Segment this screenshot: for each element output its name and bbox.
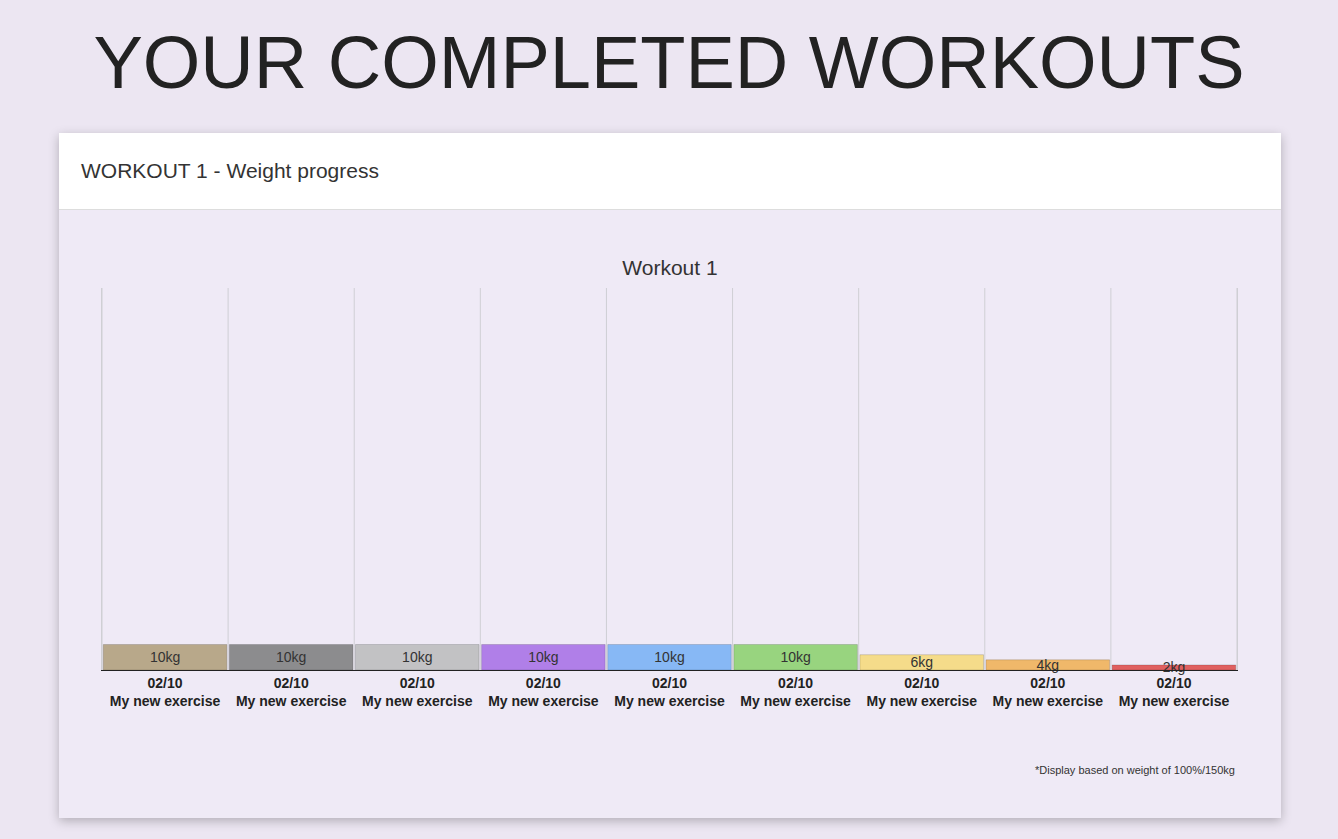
svg-text:02/10My new exercise: 02/10My new exercise [1119,675,1230,709]
svg-text:10kg: 10kg [402,649,432,665]
svg-text:02/10My new exercise: 02/10My new exercise [614,675,725,709]
svg-text:4kg: 4kg [1037,657,1060,673]
svg-text:*Display based on weight of 10: *Display based on weight of 100%/150kg [1035,764,1235,776]
svg-text:02/10My new exercise: 02/10My new exercise [488,675,599,709]
svg-text:02/10My new exercise: 02/10My new exercise [740,675,851,709]
svg-text:10kg: 10kg [150,649,180,665]
svg-text:10kg: 10kg [276,649,306,665]
html-text:WORKOUT 1 - Weight progress: WORKOUT 1 - Weight progress [81,159,379,182]
svg-text:Workout 1: Workout 1 [622,256,717,279]
html-text:YOUR COMPLETED WORKOUTS: YOUR COMPLETED WORKOUTS [93,21,1245,104]
svg-text:02/10My new exercise: 02/10My new exercise [866,675,977,709]
svg-text:10kg: 10kg [528,649,558,665]
svg-text:02/10My new exercise: 02/10My new exercise [110,675,221,709]
svg-text:02/10My new exercise: 02/10My new exercise [993,675,1104,709]
svg-text:02/10My new exercise: 02/10My new exercise [236,675,347,709]
svg-text:6kg: 6kg [910,654,933,670]
svg-text:2kg: 2kg [1163,659,1186,675]
svg-text:10kg: 10kg [654,649,684,665]
svg-text:10kg: 10kg [780,649,810,665]
svg-text:02/10My new exercise: 02/10My new exercise [362,675,473,709]
